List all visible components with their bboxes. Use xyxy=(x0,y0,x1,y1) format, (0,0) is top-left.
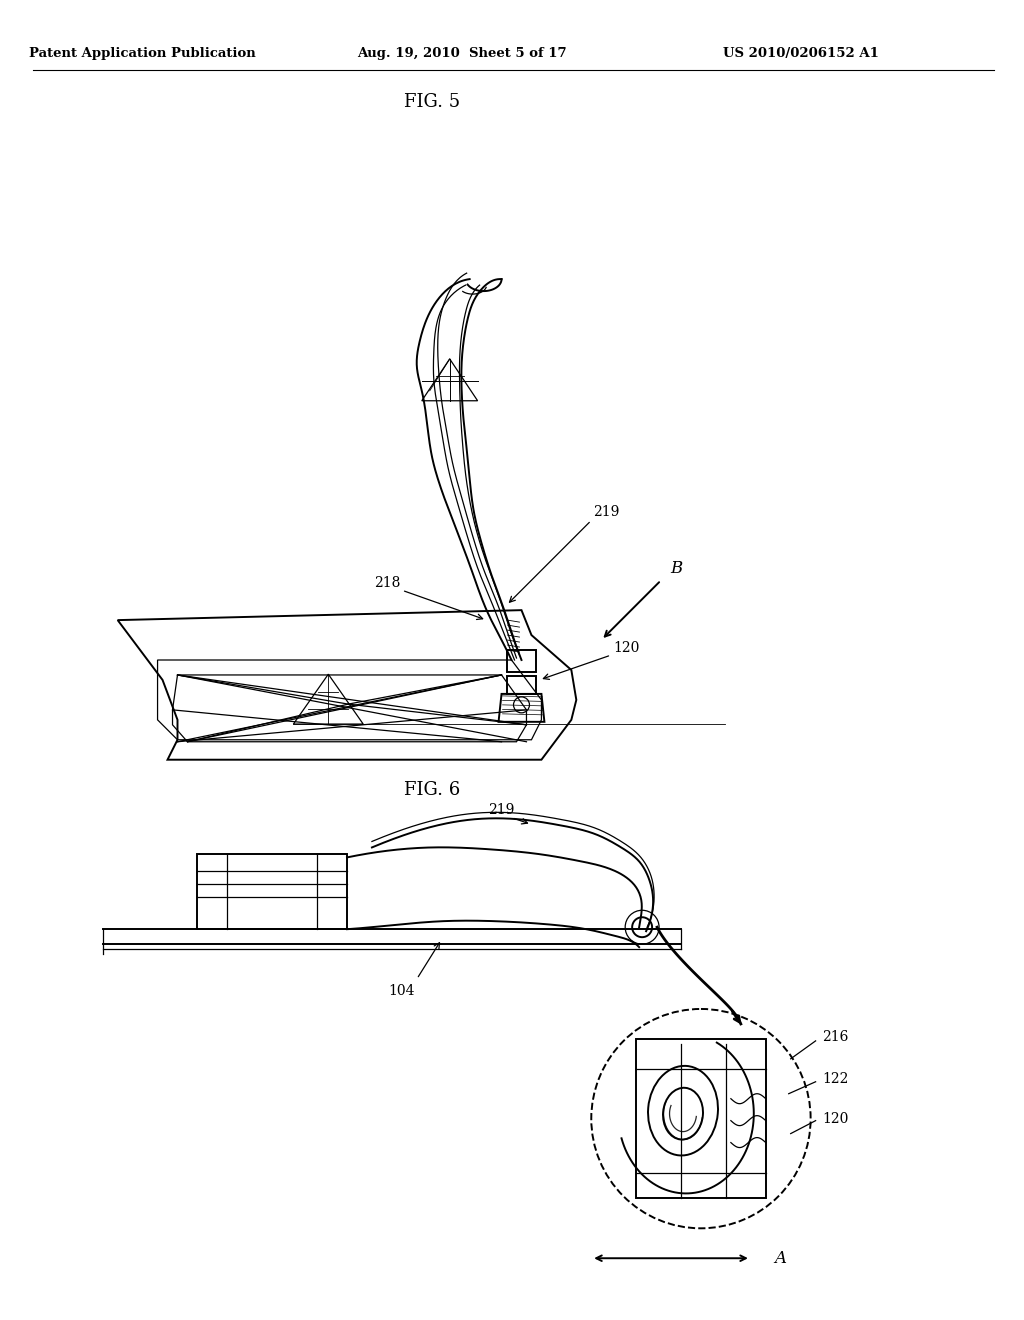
Text: Patent Application Publication: Patent Application Publication xyxy=(30,48,256,61)
Text: US 2010/0206152 A1: US 2010/0206152 A1 xyxy=(723,48,879,61)
Text: 122: 122 xyxy=(822,1072,849,1086)
Text: 120: 120 xyxy=(822,1111,849,1126)
Text: 218: 218 xyxy=(374,577,400,590)
Text: FIG. 5: FIG. 5 xyxy=(403,92,460,111)
Text: 216: 216 xyxy=(822,1030,849,1044)
Text: 219: 219 xyxy=(488,803,515,817)
Text: 219: 219 xyxy=(593,506,620,520)
Text: A: A xyxy=(775,1250,786,1267)
Text: FIG. 6: FIG. 6 xyxy=(403,780,460,799)
Text: 104: 104 xyxy=(388,983,415,998)
Text: B: B xyxy=(670,560,682,577)
Text: 120: 120 xyxy=(613,642,639,655)
Text: Aug. 19, 2010  Sheet 5 of 17: Aug. 19, 2010 Sheet 5 of 17 xyxy=(356,48,566,61)
